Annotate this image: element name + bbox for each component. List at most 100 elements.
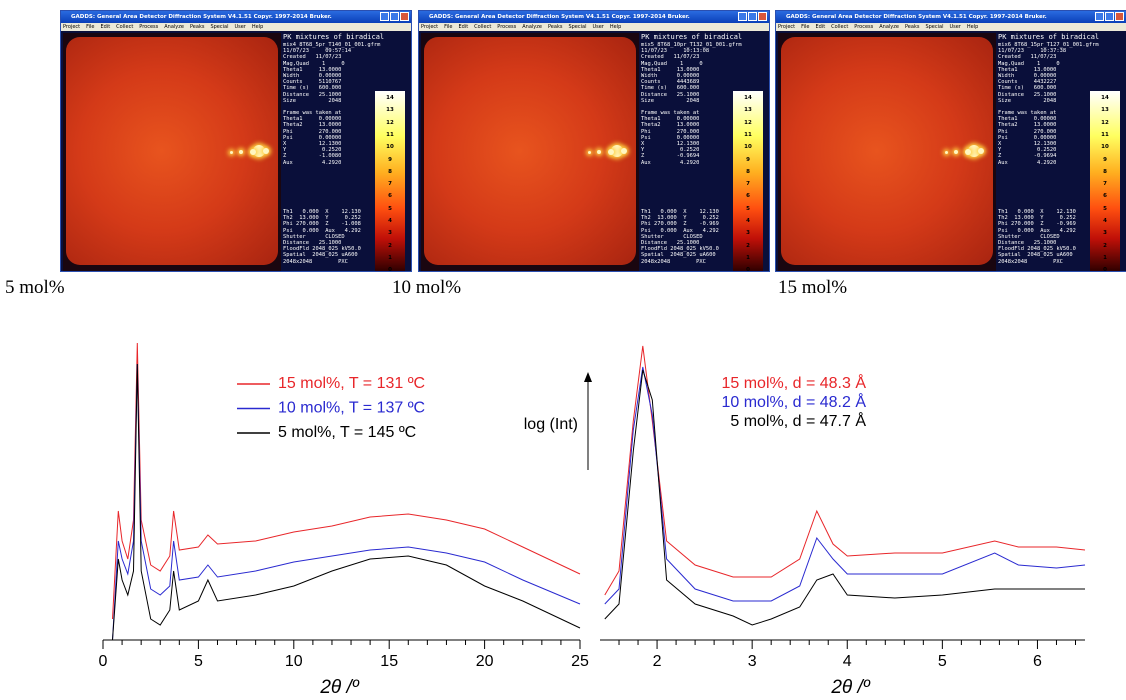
color-bar-label: 0 bbox=[1103, 267, 1107, 272]
title-bar: GADDS: General Area Detector Diffraction… bbox=[61, 11, 411, 23]
window-title: GADDS: General Area Detector Diffraction… bbox=[429, 14, 690, 20]
menu-item[interactable]: Help bbox=[251, 24, 264, 30]
info-line: Th1 0.000 X 12.130 bbox=[641, 209, 719, 216]
menu-item[interactable]: Collect bbox=[474, 24, 492, 30]
menu-item[interactable]: Collect bbox=[116, 24, 134, 30]
info-line: 2048x2048 PXC bbox=[283, 258, 348, 265]
reflection bbox=[608, 149, 614, 155]
menu-item[interactable]: User bbox=[234, 24, 246, 30]
info-line: Shutter CLOSED bbox=[998, 233, 1060, 240]
detector-window: GADDS: General Area Detector Diffraction… bbox=[775, 10, 1126, 272]
menu-item[interactable]: File bbox=[801, 24, 810, 30]
info-line: Mag,Quad 1 0 bbox=[283, 60, 345, 67]
menu-item[interactable]: User bbox=[949, 24, 961, 30]
window-button[interactable] bbox=[738, 12, 747, 21]
menu-item[interactable]: Process bbox=[854, 24, 874, 30]
info-line: Mag,Quad 1 0 bbox=[998, 60, 1060, 67]
info-line: Spatial 2048_025 uA600 bbox=[283, 252, 358, 259]
info-line: X 12.1300 bbox=[998, 141, 1057, 147]
menu-item[interactable]: File bbox=[86, 24, 95, 30]
info-header: PK mixtures of biradical bbox=[641, 33, 743, 41]
window-button[interactable] bbox=[400, 12, 409, 21]
info-line: Theta2 13.0000 bbox=[998, 122, 1057, 129]
menu-item[interactable]: Collect bbox=[831, 24, 849, 30]
info-line: Size 2048 bbox=[283, 97, 342, 104]
menu-item[interactable]: Process bbox=[139, 24, 159, 30]
color-bar-label: 2 bbox=[388, 242, 392, 249]
menu-item[interactable]: Peaks bbox=[547, 24, 563, 30]
info-line: X 12.1300 bbox=[283, 141, 342, 147]
info-line: Mag,Quad 1 0 bbox=[641, 60, 703, 67]
window-button[interactable] bbox=[1095, 12, 1104, 21]
info-line: Phi 270.000 Z -1.008 bbox=[283, 221, 361, 228]
detector-window: GADDS: General Area Detector Diffraction… bbox=[418, 10, 770, 272]
color-bar-label: 12 bbox=[744, 119, 752, 126]
info-line: Th1 0.000 X 12.130 bbox=[998, 209, 1076, 216]
reflection bbox=[954, 150, 958, 154]
menu-item[interactable]: User bbox=[592, 24, 604, 30]
x-tick-label: 6 bbox=[1033, 653, 1042, 670]
info-line: Distance 25.1000 bbox=[283, 91, 342, 98]
menu-item[interactable]: Edit bbox=[815, 24, 826, 30]
reflection bbox=[611, 145, 623, 157]
x-tick-label: 5 bbox=[194, 653, 203, 670]
info-line: Y 0.2520 bbox=[641, 147, 700, 154]
info-line: Th1 0.000 X 12.130 bbox=[283, 209, 361, 216]
detector-image bbox=[63, 33, 281, 271]
info-line: Z -1.0080 bbox=[283, 153, 342, 160]
info-line: FloodFld 2048_025 kV50.0 bbox=[283, 246, 361, 253]
info-line: Distance 25.1000 bbox=[283, 240, 342, 246]
info-line: Distance 25.1000 bbox=[641, 91, 700, 98]
menu-item[interactable]: Process bbox=[497, 24, 517, 30]
x-tick-label: 25 bbox=[571, 653, 589, 670]
detector-frame bbox=[424, 37, 636, 265]
info-line: Size 2048 bbox=[641, 97, 700, 104]
color-bar-label: 11 bbox=[386, 131, 394, 138]
menu-item[interactable]: Help bbox=[966, 24, 979, 30]
legend-label: 10 mol%, d = 48.2 Å bbox=[721, 392, 866, 411]
window-button[interactable] bbox=[1115, 12, 1124, 21]
menu-item[interactable]: Peaks bbox=[189, 24, 205, 30]
color-bar-label: 2 bbox=[746, 242, 750, 249]
window-button[interactable] bbox=[1105, 12, 1114, 21]
color-bar-label: 9 bbox=[1103, 156, 1107, 163]
frame-info: PK mixtures of biradical mix5_8T68_10pr_T… bbox=[641, 33, 769, 271]
x-axis-label: 2θ /º bbox=[830, 677, 870, 698]
title-bar: GADDS: General Area Detector Diffraction… bbox=[776, 11, 1126, 23]
menu-item[interactable]: Peaks bbox=[904, 24, 920, 30]
reflection bbox=[978, 148, 984, 154]
window-buttons bbox=[1094, 12, 1124, 26]
menu-item[interactable]: Analyze bbox=[164, 24, 184, 30]
detector-image bbox=[778, 33, 996, 271]
menu-item[interactable]: Analyze bbox=[879, 24, 899, 30]
menu-item[interactable]: Project bbox=[421, 24, 439, 30]
menu-item[interactable]: Special bbox=[210, 24, 229, 30]
info-line: Distance 25.1000 bbox=[998, 240, 1057, 246]
menu-item[interactable]: Project bbox=[63, 24, 81, 30]
info-line: Psi 0.00000 bbox=[641, 134, 700, 141]
menu-item[interactable]: File bbox=[444, 24, 453, 30]
color-bar-label: 14 bbox=[744, 95, 752, 101]
title-bar: GADDS: General Area Detector Diffraction… bbox=[419, 11, 769, 23]
menu-item[interactable]: Special bbox=[568, 24, 587, 30]
info-line: Z -0.9694 bbox=[998, 153, 1057, 160]
menu-item[interactable]: Project bbox=[778, 24, 796, 30]
color-bar-label: 13 bbox=[1101, 107, 1109, 114]
info-line: X 12.1300 bbox=[641, 141, 700, 147]
menu-item[interactable]: Analyze bbox=[522, 24, 542, 30]
info-line: Psi 0.000 Aux 4.292 bbox=[283, 227, 361, 234]
color-bar-label: 5 bbox=[388, 205, 392, 212]
color-bar-label: 0 bbox=[388, 267, 392, 272]
x-axis-label: 2θ /º bbox=[319, 677, 359, 698]
menu-item[interactable]: Help bbox=[609, 24, 622, 30]
menu-item[interactable]: Edit bbox=[458, 24, 469, 30]
window-button[interactable] bbox=[380, 12, 389, 21]
menu-item[interactable]: Edit bbox=[100, 24, 111, 30]
menu-item[interactable]: Special bbox=[925, 24, 944, 30]
window-button[interactable] bbox=[748, 12, 757, 21]
window-button[interactable] bbox=[758, 12, 767, 21]
info-line: Theta1 0.00000 bbox=[641, 116, 700, 123]
info-line: Distance 25.1000 bbox=[641, 240, 700, 246]
window-button[interactable] bbox=[390, 12, 399, 21]
color-bar-label: 9 bbox=[388, 156, 392, 163]
